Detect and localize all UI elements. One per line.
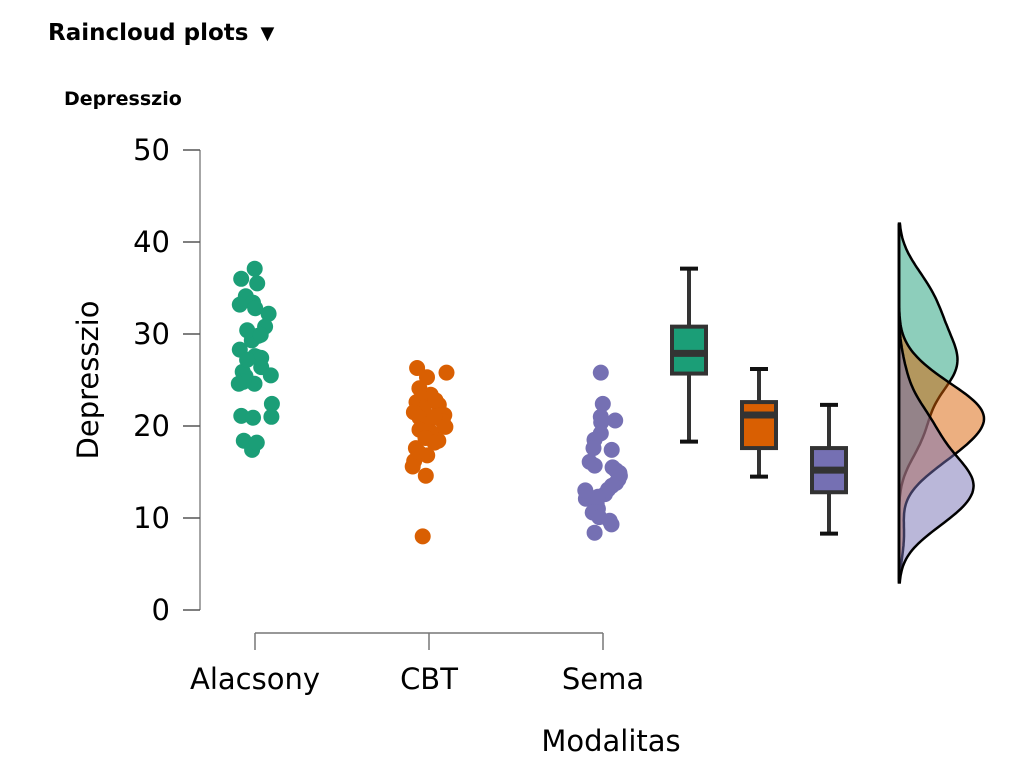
box <box>740 400 778 451</box>
data-point <box>252 326 269 343</box>
data-point <box>603 441 620 458</box>
data-point <box>246 260 263 277</box>
data-point <box>404 458 421 475</box>
data-point <box>239 351 256 368</box>
x-tick-label: Sema <box>562 662 644 696</box>
data-point <box>249 275 266 292</box>
data-point <box>592 364 609 381</box>
data-point <box>611 464 628 481</box>
x-tick-label: Alacsony <box>190 662 320 696</box>
y-tick-label: 50 <box>133 133 170 167</box>
x-axis-title: Modalitas <box>541 724 680 758</box>
raincloud-section-toggle[interactable]: Raincloud plots ▼ <box>48 20 274 46</box>
data-point <box>233 270 250 287</box>
plot-title: Depresszio <box>64 88 182 110</box>
data-point <box>248 434 265 451</box>
data-point <box>419 447 436 464</box>
data-point <box>233 407 250 424</box>
points-layer <box>230 260 628 545</box>
section-title: Raincloud plots <box>48 20 249 46</box>
data-point <box>263 408 280 425</box>
data-point <box>438 364 455 381</box>
boxplot-cbt <box>740 366 778 479</box>
data-point <box>263 395 280 412</box>
boxplot-sema <box>810 402 848 536</box>
data-point <box>230 375 247 392</box>
boxplots-layer <box>670 266 848 536</box>
data-point <box>437 418 454 435</box>
data-point <box>426 434 443 451</box>
data-point <box>585 440 602 457</box>
data-point <box>245 409 261 426</box>
data-point <box>594 395 611 412</box>
data-point <box>427 392 444 409</box>
data-point <box>603 516 620 533</box>
data-point <box>231 296 248 313</box>
x-axis: Alacsony CBT Sema <box>190 632 644 696</box>
data-point <box>247 300 264 317</box>
y-tick-label: 40 <box>133 225 170 259</box>
y-tick-label: 10 <box>133 501 170 535</box>
data-point <box>577 482 594 499</box>
triangle-down-icon[interactable]: ▼ <box>260 22 275 44</box>
data-point <box>239 322 256 339</box>
data-point <box>260 305 277 322</box>
x-tick-label: CBT <box>400 662 458 696</box>
data-point <box>590 488 606 505</box>
y-tick-label: 0 <box>152 593 170 627</box>
density-layer <box>897 222 986 584</box>
data-point <box>607 412 624 429</box>
y-axis-title: Depresszio <box>71 301 105 460</box>
data-point <box>414 528 431 545</box>
y-tick-label: 20 <box>133 409 170 443</box>
data-point <box>426 408 443 425</box>
data-point <box>417 467 434 484</box>
data-point <box>586 524 603 541</box>
y-axis: 0 10 20 30 40 50 <box>133 133 201 627</box>
data-point <box>586 457 603 474</box>
y-tick-label: 30 <box>133 317 170 351</box>
boxplot-alacsony <box>670 266 708 444</box>
data-point <box>262 367 279 384</box>
data-point <box>253 349 270 366</box>
